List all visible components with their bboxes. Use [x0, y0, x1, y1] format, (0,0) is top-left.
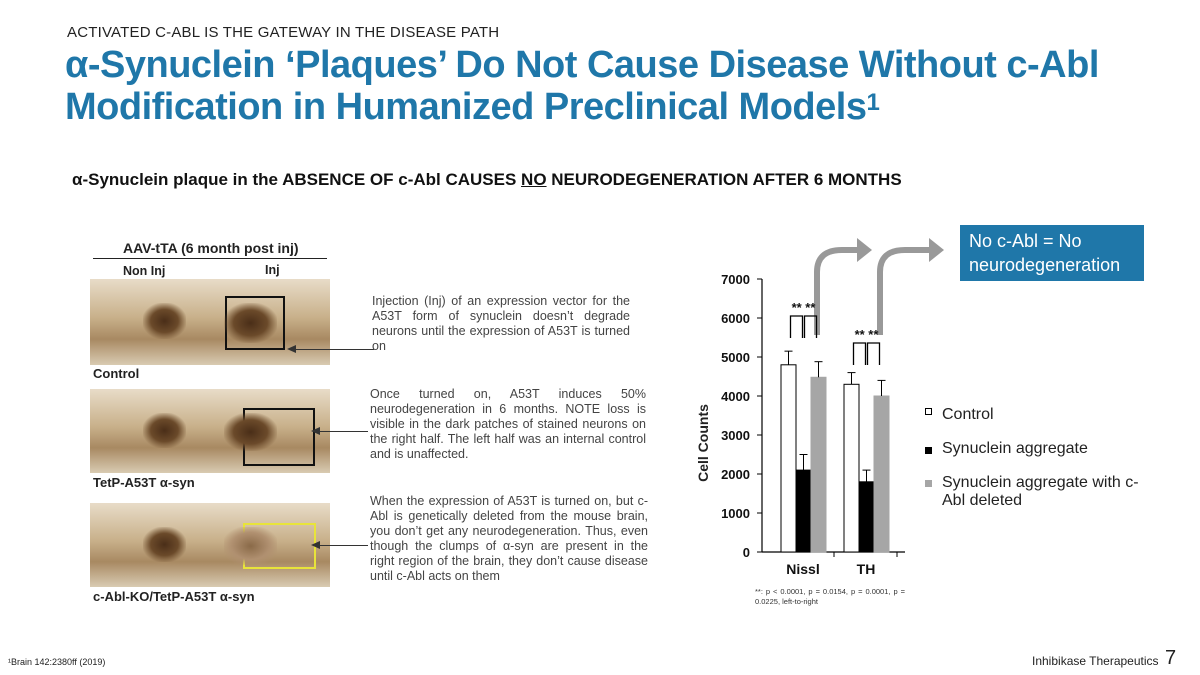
title-line-1: α-Synuclein ‘Plaques’ Do Not Cause Disea… [65, 44, 1099, 86]
chart-bars: Nissl TH [780, 350, 898, 577]
subtitle-part-2: NEURODEGENERATION AFTER 6 MONTHS [546, 170, 902, 189]
legend-label-control: Control [942, 406, 994, 423]
sig-stars-th: ** ** [855, 327, 880, 342]
legend-label-cabl-deleted: Synuclein aggregate with c-Abl deleted [942, 474, 1139, 509]
arrow-head-2 [311, 427, 320, 435]
brain-image-cabl-ko [90, 503, 330, 587]
y-tick-label: 1000 [721, 506, 750, 521]
arrow-head-3 [311, 541, 320, 549]
y-axis-title-wrap: Cell Counts [683, 391, 723, 491]
roi-box-control [225, 296, 285, 350]
subtitle-part-1: α-Synuclein plaque in the ABSENCE OF c-A… [72, 170, 522, 189]
legend-swatch-aggregate [925, 447, 932, 454]
y-tick-label: 0 [743, 545, 750, 560]
legend-swatch-cabl-deleted [925, 480, 932, 487]
bar-nissl-1 [795, 469, 812, 553]
arrow-line-3 [318, 545, 368, 546]
statistics-footnote: **: p < 0.0001, p = 0.0154, p = 0.0001, … [755, 587, 905, 606]
arrow-head-1 [287, 345, 296, 353]
connector-nissl [814, 247, 858, 335]
bar-nissl-2 [810, 376, 827, 553]
sig-bracket-right [803, 315, 818, 338]
page-number: 7 [1165, 647, 1177, 669]
description-cabl-deleted-text: When the expression of A53T is turned on… [370, 494, 648, 538]
legend-label-aggregate: Synuclein aggregate [942, 440, 1088, 457]
description-turned-on: Once turned on, A53T induces 50% neurode… [370, 387, 646, 462]
brain-image-tetp [90, 389, 330, 473]
y-tick-label: 5000 [721, 350, 750, 365]
bar-th-1 [858, 481, 875, 553]
cell-counts-chart: 0 1000 2000 3000 4000 5000 6000 7000 Nissl TH **… [721, 238, 944, 577]
y-tick-label: 2000 [721, 467, 750, 482]
y-tick-label: 6000 [721, 311, 750, 326]
connector-arrowhead-th [929, 238, 944, 262]
callout-connectors [814, 247, 930, 335]
panel-label-control: Control [93, 366, 140, 381]
callout-box: No c-Abl = No neurodegeneration [960, 225, 1144, 281]
subtitle-underlined: NO [521, 170, 547, 189]
title-line-2: Modification in Humanized Preclinical Mo… [65, 86, 1175, 128]
sig-stars-nissl: ** ** [792, 300, 817, 315]
kicker-text: ACTIVATED C-ABL IS THE GATEWAY IN THE DI… [67, 24, 500, 41]
arrow-line-1 [294, 349, 374, 350]
brain-image-control [90, 279, 330, 365]
roi-box-cabl-ko [243, 523, 316, 569]
connector-th [877, 247, 930, 335]
y-tick-label: 7000 [721, 272, 750, 287]
reference-footnote: ¹Brain 142:2380ff (2019) [8, 657, 106, 667]
significance-brackets: ** ** ** ** [789, 300, 881, 365]
y-axis-title: Cell Counts [695, 404, 711, 482]
title-footnote-marker: 1 [866, 89, 880, 116]
bar-nissl-0 [780, 364, 797, 553]
chart-axes: 0 1000 2000 3000 4000 5000 6000 7000 [721, 272, 905, 560]
bar-th-0 [843, 383, 860, 553]
slide-title: α-Synuclein ‘Plaques’ Do Not Cause Disea… [65, 44, 1175, 128]
col-noninj-label: Non Inj [123, 264, 166, 278]
panel-label-tetp: TetP-A53T α-syn [93, 475, 195, 490]
connector-arrowhead-nissl [857, 238, 872, 262]
description-injection: Injection (Inj) of an expression vector … [372, 294, 630, 353]
arrow-line-2 [318, 431, 368, 432]
legend-swatch-control [925, 408, 932, 415]
roi-box-tetp [243, 408, 315, 466]
col-inj-label: Inj [265, 263, 280, 277]
description-note: NOTE loss is visible in the dark patches… [370, 402, 646, 461]
x-tick-label-th: TH [857, 561, 876, 577]
title-line-2-text: Modification in Humanized Preclinical Mo… [65, 86, 867, 128]
bar-th-2 [873, 395, 890, 553]
x-tick-label-nissl: Nissl [786, 561, 819, 577]
subtitle: α-Synuclein plaque in the ABSENCE OF c-A… [72, 170, 902, 190]
brand-name: Inhibikase Therapeutics [1032, 654, 1159, 668]
description-turned-on-text: Once turned on, A53T induces 50% neurode… [370, 387, 646, 416]
callout-text: No c-Abl = No neurodegeneration [969, 231, 1121, 275]
y-tick-label: 4000 [721, 389, 750, 404]
description-cabl-deleted: When the expression of A53T is turned on… [370, 494, 648, 584]
description-thus: Thus, even though the clumps of α-syn ar… [370, 524, 649, 583]
sig-bracket-left [852, 342, 867, 365]
sig-bracket-right [866, 342, 881, 365]
panel-label-cabl-ko: c-Abl-KO/TetP-A53T α-syn [93, 589, 255, 604]
figure-heading: AAV-tTA (6 month post inj) [123, 240, 299, 256]
sig-bracket-left [789, 315, 804, 338]
y-tick-label: 3000 [721, 428, 750, 443]
figure-heading-rule [93, 258, 327, 259]
